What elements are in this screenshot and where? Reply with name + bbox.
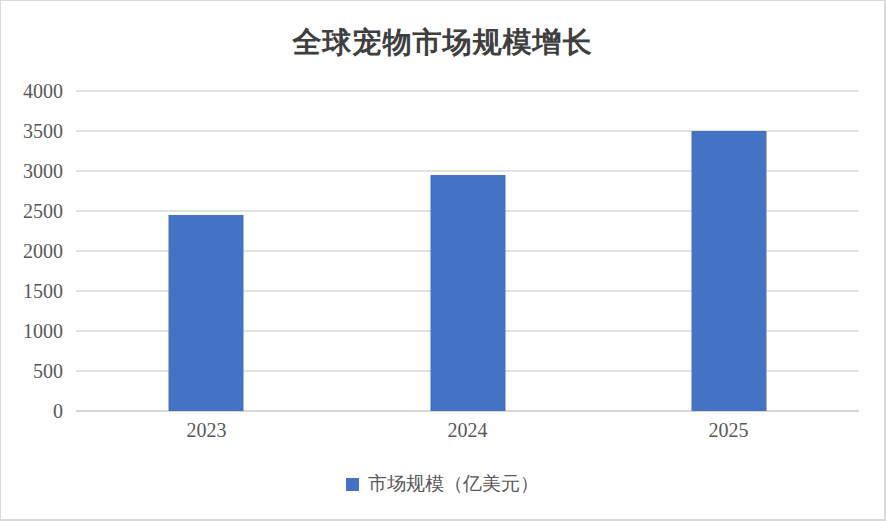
legend: 市场规模（亿美元） — [1, 471, 884, 497]
legend-swatch-square-icon — [346, 478, 359, 491]
y-axis: 05001000150020002500300035004000 — [1, 91, 76, 411]
legend-series-label: 市场规模（亿美元） — [368, 471, 539, 497]
bar-2025 — [691, 131, 766, 411]
y-axis-tick-label: 2500 — [23, 200, 63, 223]
gridline — [76, 90, 859, 92]
x-axis: 2023 2024 2025 — [76, 411, 859, 441]
y-axis-tick-label: 2000 — [23, 240, 63, 263]
y-axis-tick-label: 1000 — [23, 320, 63, 343]
y-axis-tick-label: 3500 — [23, 120, 63, 143]
y-axis-tick-label: 4000 — [23, 80, 63, 103]
x-axis-label: 2024 — [448, 419, 488, 442]
x-axis-label: 2025 — [709, 419, 749, 442]
y-axis-tick-label: 1500 — [23, 280, 63, 303]
plot-area — [76, 91, 859, 411]
bar-2023 — [169, 215, 244, 411]
chart-title: 全球宠物市场规模增长 — [1, 27, 884, 59]
x-axis-label: 2023 — [186, 419, 226, 442]
y-axis-tick-label: 3000 — [23, 160, 63, 183]
bar-2024 — [430, 175, 505, 411]
y-axis-tick-label: 0 — [53, 400, 63, 423]
y-axis-tick-label: 500 — [33, 360, 63, 383]
chart-container: 全球宠物市场规模增长 0 500 1000 1500 2000 2500 3000 3500 4… — [0, 0, 886, 521]
